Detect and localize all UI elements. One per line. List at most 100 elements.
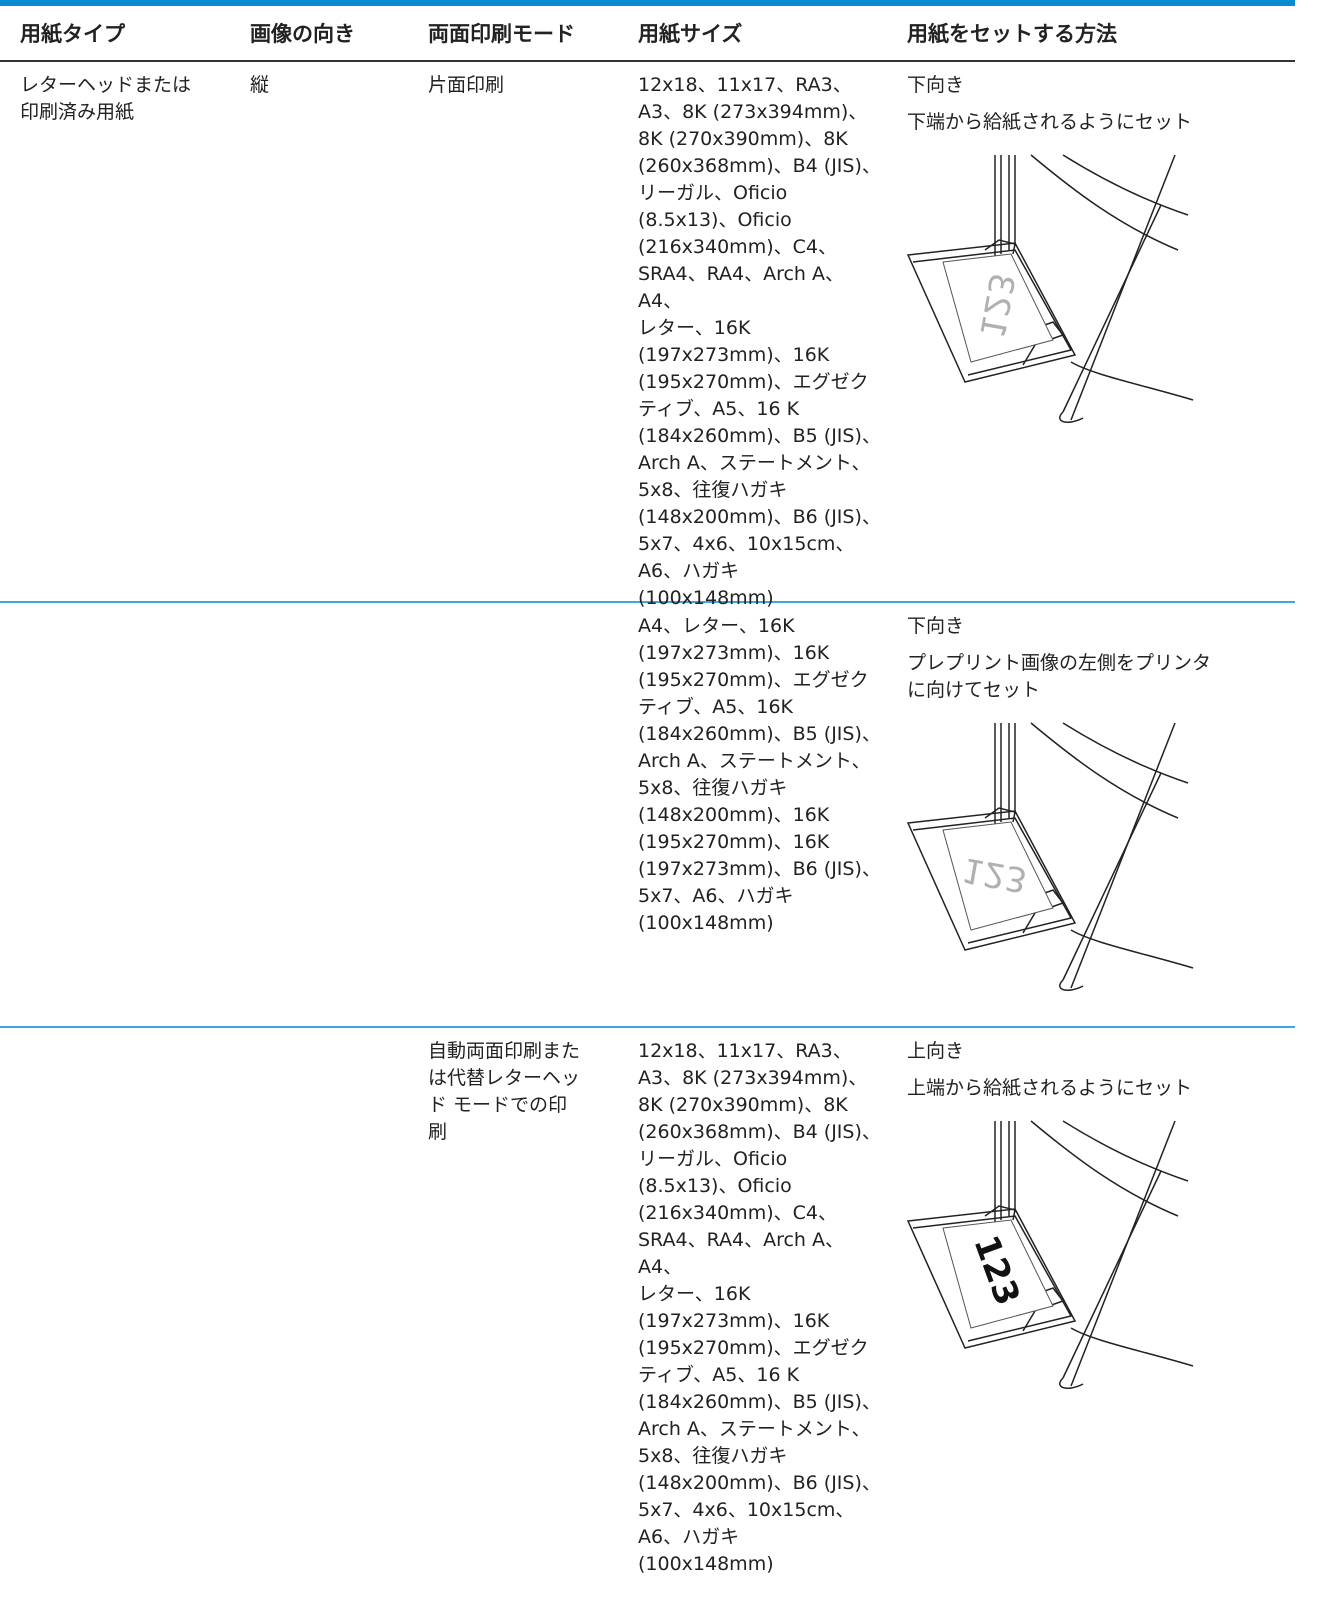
text-line: (100x148mm) [638,912,774,934]
header-cell: 用紙タイプ [20,22,125,46]
text-line: (100x148mm) [638,1553,774,1575]
text-line: に向けてセット [907,679,1041,701]
text-line: ティブ、A5、16 K [638,398,800,420]
illustration-part [942,253,1054,363]
illustration-part [942,1219,1054,1329]
text-line: (216x340mm)、C4、 [638,1202,837,1224]
media-table: 用紙タイプ 画像の向き 両面印刷モード 用紙サイズ 用紙をセットする方法 レターヘッドま… [0,0,1295,1608]
text-line: (197x273mm)、16K [638,1310,830,1332]
table-cell [0,1028,230,1608]
text-line: (148x200mm)、B6 (JIS)、 [638,1472,881,1494]
illustration-part [984,1205,1016,1221]
text-line: (195x270mm)、エグゼク [638,669,869,691]
illustration-part [1070,154,1176,421]
tray-illustration: 123 [906,722,1194,992]
text-line: 縦 [250,74,270,96]
table-cell: A4、レター、16K (197x273mm)、16K (195x270mm)、エグゼ… [618,603,887,1026]
header-cell: 用紙サイズ [638,22,743,46]
text-line: 12x18、11x17、RA3、 [638,1040,852,1062]
table-cell: レターヘッドまたは 印刷済み用紙 [0,62,230,601]
text-line: (184x260mm)、B5 (JIS)、 [638,425,881,447]
text-line: 8K (270x390mm)、8K [638,1094,848,1116]
text-line: 印刷済み用紙 [20,101,135,123]
table-row: A4、レター、16K (197x273mm)、16K (195x270mm)、エグゼ… [0,603,1295,1028]
header-cell: 両面印刷モード [428,22,575,46]
illustration-part [912,1215,1073,1342]
face-direction: 下向き [907,74,965,96]
illustration-part [1062,772,1162,981]
text-line: 5x7、4x6、10x15cm、 [638,533,855,555]
illustration-part [912,249,1073,376]
text-line: (148x200mm)、B6 (JIS)、 [638,506,881,528]
illustration-part [1062,1120,1189,1182]
illustration-part [906,154,1194,424]
illustration-part [1059,1377,1084,1390]
text-line: (184x260mm)、B5 (JIS)、 [638,1391,881,1413]
header-cell: 用紙をセットする方法 [907,22,1117,46]
text-line: A6、ハガキ [638,560,740,582]
tray-illustration: 123 [906,154,1194,424]
text-line: (260x368mm)、B4 (JIS)、 [638,1121,881,1143]
illustration-part [1030,1120,1179,1217]
text-line: 刷 [428,1121,448,1143]
illustration-part [1062,1170,1162,1379]
illustration-part [1070,1327,1194,1367]
table-cell: 縦 [230,62,408,601]
illustration-part [1030,722,1179,819]
text-line: レターヘッドまたは [20,74,192,96]
text-line: A3、8K (273x394mm)、 [638,1067,868,1089]
text-line: (148x200mm)、16K [638,804,830,826]
illustration-part [906,810,1077,951]
text-line: A4、レター、16K [638,615,795,637]
text-line: Arch A、ステートメント、 [638,452,871,474]
illustration-part [906,1120,1194,1390]
table-cell: 自動両面印刷また は代替レターヘッド モードでの印刷 [408,1028,618,1608]
illustration-part [1059,411,1084,424]
table-cell: 12x18、11x17、RA3、 A3、8K (273x394mm)、 8K (27… [618,62,887,609]
text-line: Arch A、ステートメント、 [638,1418,871,1440]
text-line: 8K (270x390mm)、8K [638,128,848,150]
illustration-part [1059,979,1084,992]
text-line: (197x273mm)、16K [638,344,830,366]
text-line: (197x273mm)、B6 (JIS)、 [638,858,881,880]
text-line: ド モードでの印 [428,1094,568,1116]
illustration-part [1070,1120,1176,1387]
table-cell: 下向き 下端から給紙されるようにセット 123 [887,62,1295,601]
text-line: 5x7、4x6、10x15cm、 [638,1499,855,1521]
text-line: 5x7、A6、ハガキ [638,885,794,907]
text-line: プレプリント画像の左側をプリンタ [907,652,1212,674]
text-line: SRA4、RA4、Arch A、A4、 [638,1229,845,1278]
text-line: SRA4、RA4、Arch A、A4、 [638,263,845,312]
text-line: 自動両面印刷また [428,1040,581,1062]
table-cell: 12x18、11x17、RA3、 A3、8K (273x394mm)、 8K (27… [618,1028,887,1608]
text-line: は代替レターヘッ [428,1067,581,1089]
text-line: リーガル、Oficio [638,1148,788,1170]
table-cell: 片面印刷 [408,62,618,601]
illustration-part [1070,929,1194,969]
text-line: 片面印刷 [428,74,505,96]
table-row: レターヘッドまたは 印刷済み用紙縦片面印刷 12x18、11x17、RA3、 A3、8… [0,62,1295,609]
text-line: (8.5x13)、Oficio [638,1175,792,1197]
text-line: ティブ、A5、16 K [638,1364,800,1386]
text-line: Arch A、ステートメント、 [638,750,871,772]
text-line: A6、ハガキ [638,1526,740,1548]
table-cell [230,603,408,1026]
illustration-part [906,1208,1077,1349]
illustration-part [1062,722,1189,784]
illustration-part [906,242,1077,383]
header-cell: 画像の向き [250,22,355,46]
illustration-part [984,807,1016,823]
text-line: (195x270mm)、16K [638,831,830,853]
table-cell [0,603,230,1026]
text-line: レター、16K [638,317,751,339]
table-row: 自動両面印刷また は代替レターヘッド モードでの印刷 12x18、11x17、RA3… [0,1028,1295,1608]
illustration-part [912,817,1073,944]
illustration-part [1062,204,1162,413]
face-direction: 上向き [907,1040,965,1062]
table-cell: 上向き 上端から給紙されるようにセット 123 [887,1028,1295,1608]
text-line: (216x340mm)、C4、 [638,236,837,258]
text-line: A3、8K (273x394mm)、 [638,101,868,123]
table-cell [230,1028,408,1608]
